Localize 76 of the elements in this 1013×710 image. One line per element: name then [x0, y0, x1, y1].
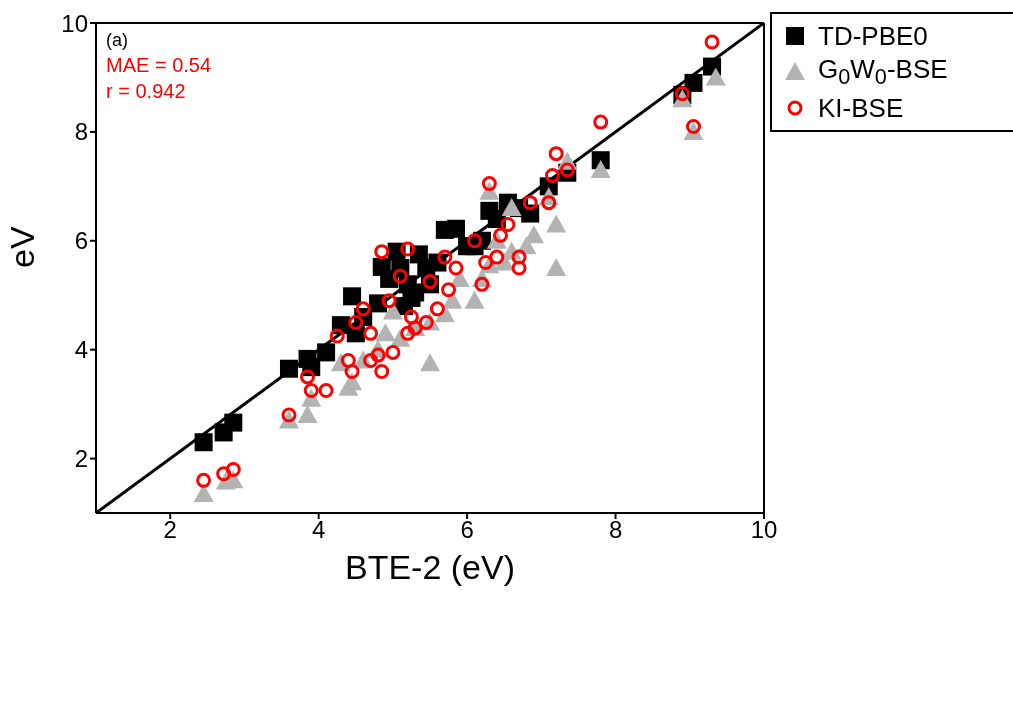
- point: [385, 344, 401, 360]
- legend-label: TD-PBE0: [818, 20, 928, 52]
- y-axis-title: eV: [3, 226, 42, 268]
- point: [422, 274, 438, 290]
- point: [374, 363, 390, 379]
- point: [374, 244, 390, 260]
- point: [329, 328, 345, 344]
- legend-label: KI-BSE: [818, 92, 904, 124]
- point: [511, 249, 527, 265]
- x-tick-label: 8: [608, 516, 623, 544]
- point: [297, 405, 318, 423]
- point: [318, 383, 334, 398]
- point: [279, 359, 298, 378]
- point: [317, 343, 336, 362]
- point: [224, 413, 243, 432]
- point: [704, 34, 720, 50]
- point: [363, 325, 379, 341]
- point: [548, 146, 564, 162]
- point: [381, 293, 397, 309]
- x-tick-label: 6: [460, 516, 474, 544]
- point: [501, 198, 522, 217]
- y-tick-label: 2: [74, 445, 88, 473]
- y-tick-label: 6: [74, 227, 88, 255]
- point: [418, 314, 434, 330]
- point: [437, 249, 453, 265]
- point: [194, 433, 213, 452]
- point: [216, 466, 232, 482]
- point: [522, 195, 538, 211]
- point: [193, 483, 214, 502]
- point: [420, 353, 440, 372]
- point: [429, 301, 445, 317]
- point: [281, 407, 297, 423]
- legend-label: G$_{0}$W$_{0}$-BSE: [818, 53, 948, 91]
- point: [546, 258, 567, 276]
- point: [705, 67, 726, 86]
- point: [546, 214, 567, 233]
- point: [225, 461, 241, 477]
- point: [590, 160, 611, 178]
- point: [303, 383, 319, 398]
- point: [382, 301, 403, 320]
- point: [559, 162, 575, 178]
- point: [343, 287, 362, 306]
- point: [196, 472, 212, 488]
- point: [500, 216, 516, 232]
- point: [593, 114, 609, 130]
- annotation: r = 0.942: [106, 80, 186, 102]
- point: [375, 323, 396, 342]
- y-tick-label: 8: [74, 118, 88, 146]
- point: [355, 301, 371, 317]
- point: [370, 347, 386, 363]
- point: [400, 325, 416, 341]
- point: [344, 363, 360, 379]
- point: [544, 167, 560, 183]
- y-tick-label: 4: [74, 336, 88, 364]
- annotation: (a): [106, 30, 128, 50]
- annotation: MAE = 0.54: [106, 54, 212, 76]
- point: [446, 219, 465, 238]
- point: [448, 260, 464, 276]
- point: [348, 314, 364, 330]
- point: [363, 353, 379, 369]
- point: [340, 353, 356, 369]
- x-tick-label: 10: [750, 516, 778, 544]
- point: [392, 268, 408, 284]
- point: [441, 282, 457, 298]
- point: [467, 233, 483, 249]
- x-axis-title: BTE-2 (eV): [344, 548, 516, 586]
- point: [300, 369, 316, 385]
- point: [684, 73, 703, 92]
- point: [464, 290, 485, 309]
- y-tick-label: 10: [61, 9, 88, 37]
- point: [474, 276, 490, 292]
- point: [400, 241, 416, 257]
- point: [403, 309, 419, 325]
- x-tick-label: 4: [311, 516, 326, 544]
- point: [511, 260, 527, 276]
- x-tick-label: 2: [163, 516, 177, 544]
